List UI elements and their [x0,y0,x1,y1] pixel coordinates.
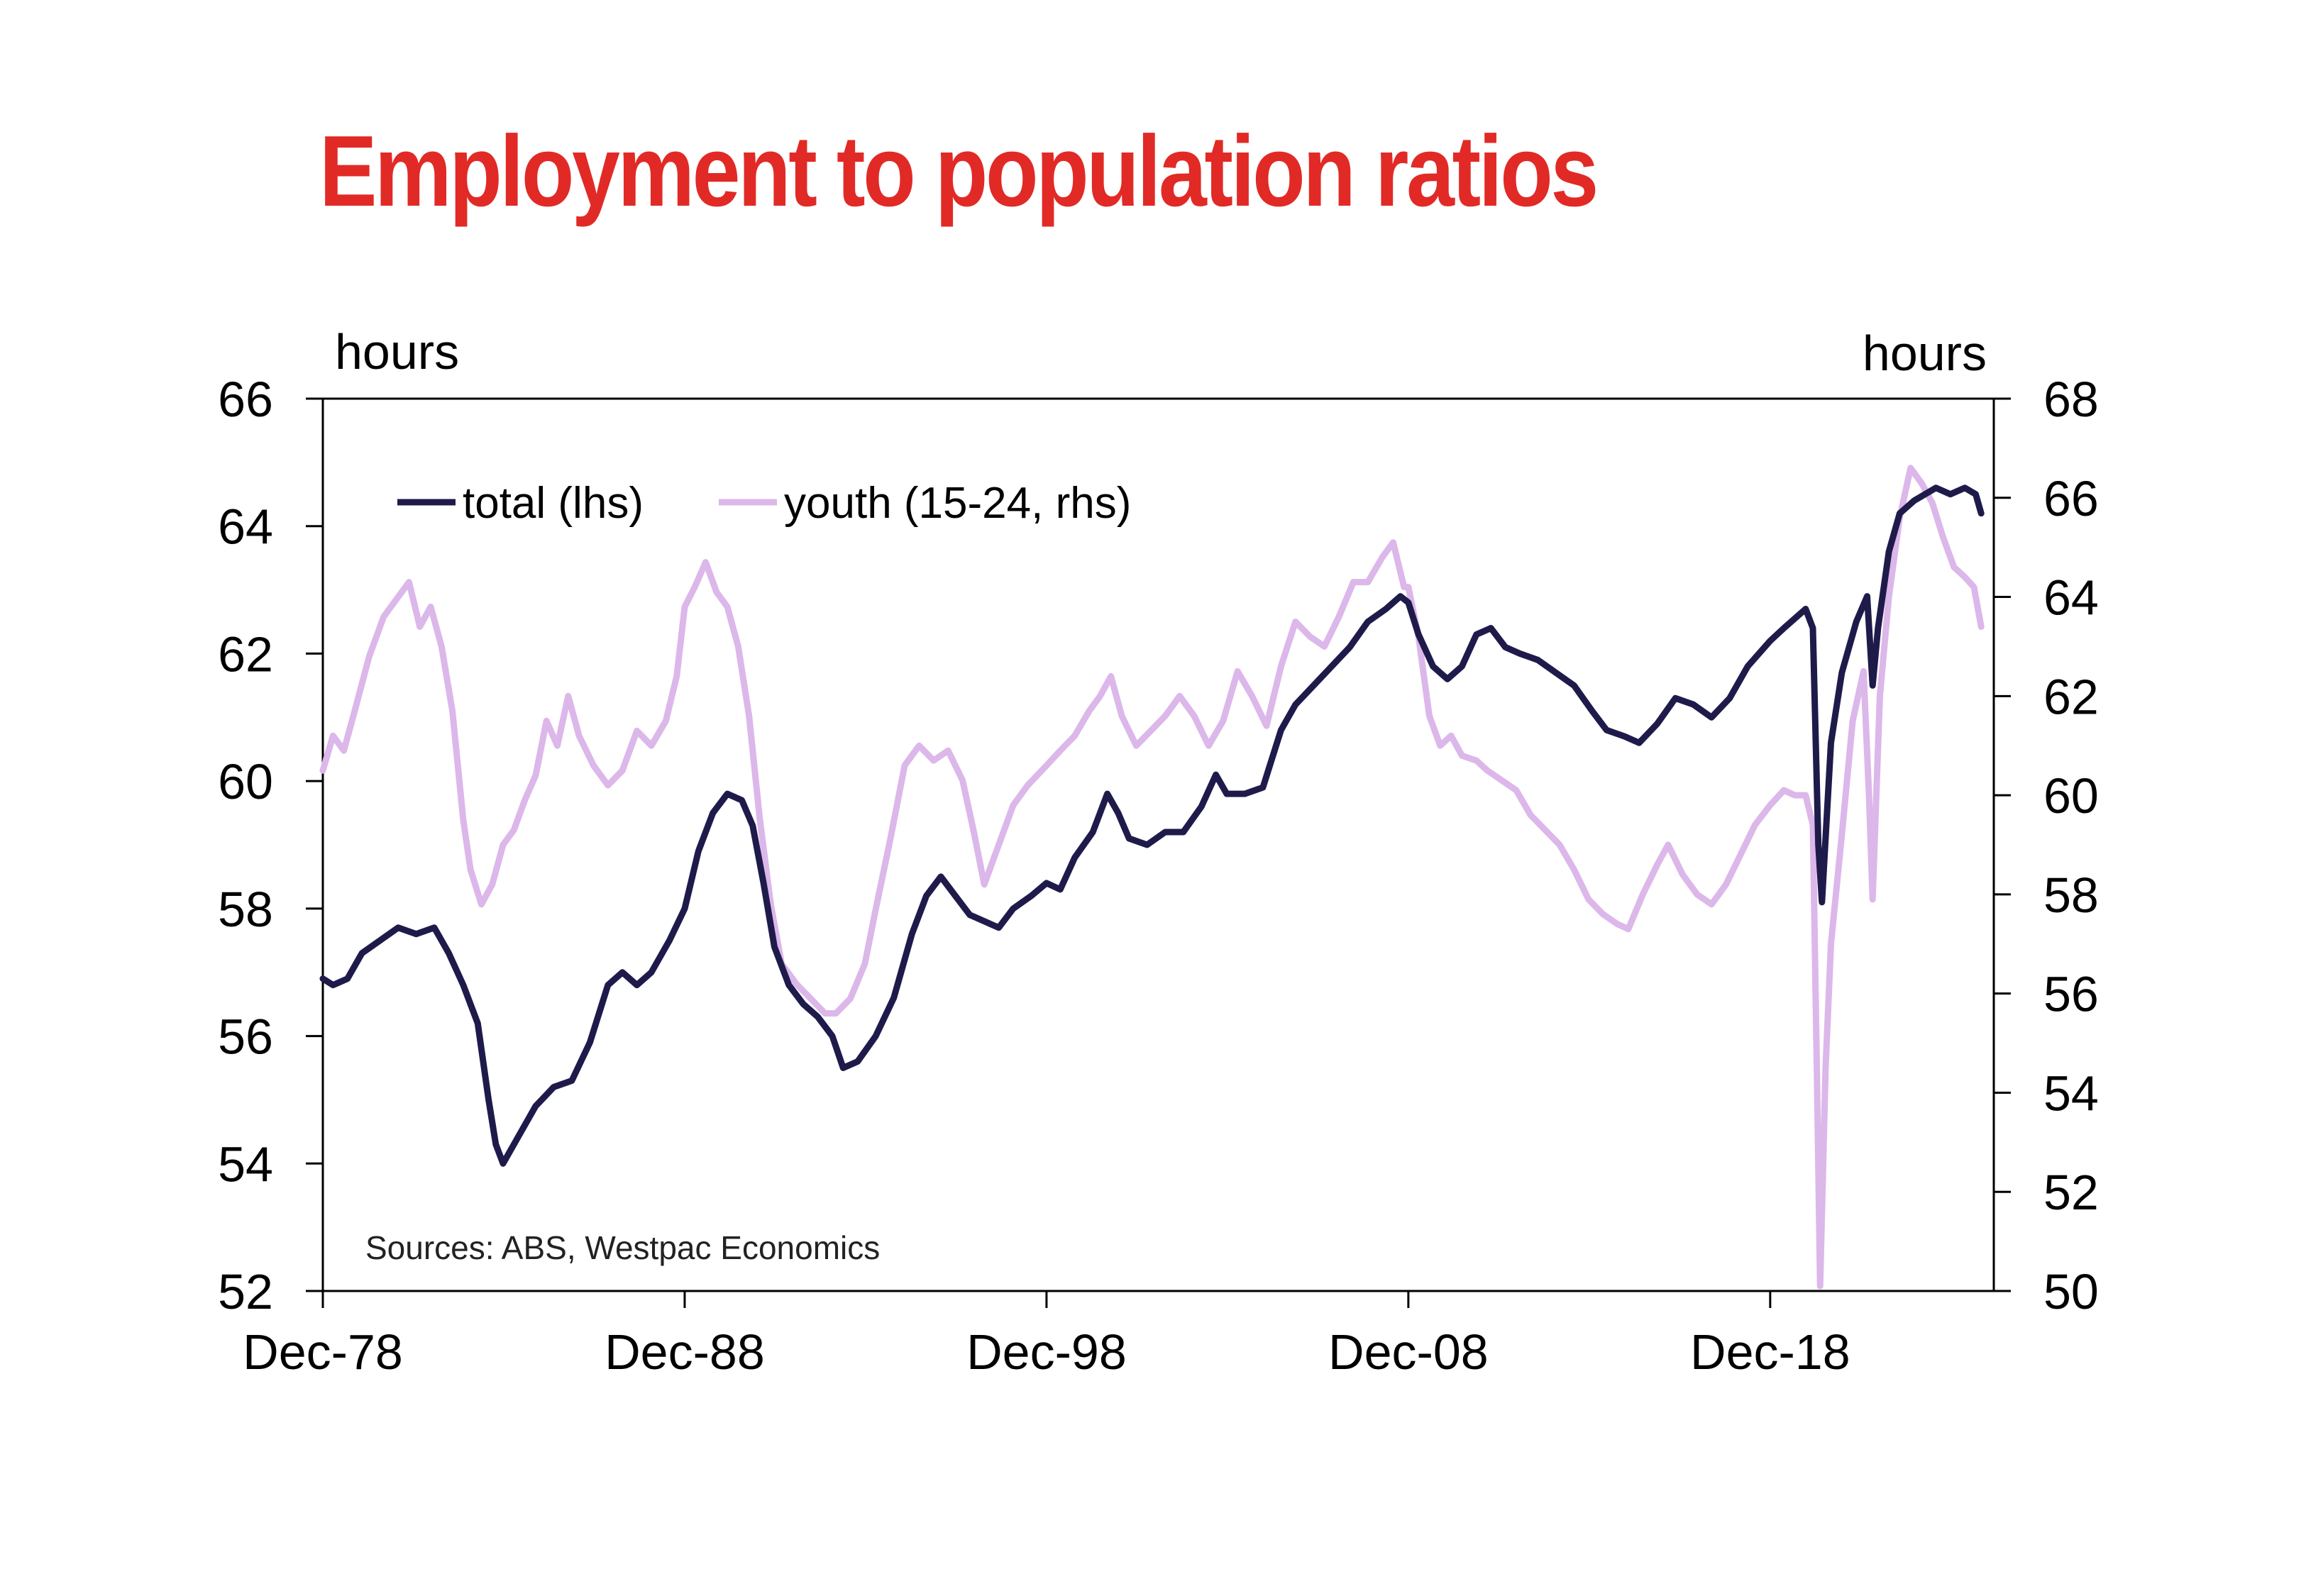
axes: 52 54 56 58 60 62 64 66 50 52 54 56 58 60 62 64 66 68 Dec-… [218,372,2099,1380]
y-right-tick-label: 56 [2043,967,2099,1022]
chart-title: Employment to population ratios [319,115,1599,228]
series-line-total [319,484,1985,1167]
y-left-tick-label: 52 [218,1264,273,1319]
y-right-tick-label: 58 [2043,868,2099,923]
legend-label-youth: youth (15-24, rhs) [784,479,1131,528]
x-tick-label: Dec-08 [1328,1324,1489,1380]
right-axis-unit: hours [1863,326,1987,381]
y-left-tick-label: 60 [218,754,273,809]
y-left-tick-label: 66 [218,372,273,427]
y-left-tick-label: 54 [218,1136,273,1192]
y-right-tick-label: 62 [2043,669,2099,724]
series-layer [319,465,1985,1290]
x-tick-label: Dec-78 [243,1324,403,1380]
y-left-tick-label: 56 [218,1009,273,1065]
left-axis-unit: hours [335,324,459,379]
series-line-youth [319,465,1985,1290]
y-right-tick-label: 68 [2043,372,2099,427]
y-right-tick-label: 64 [2043,570,2099,626]
y-right-tick-label: 50 [2043,1264,2099,1319]
y-left-tick-label: 58 [218,882,273,937]
y-right-tick-label: 54 [2043,1065,2099,1121]
source-note: Sources: ABS, Westpac Economics [365,1229,880,1266]
y-left-tick-label: 62 [218,626,273,682]
y-right-tick-label: 52 [2043,1165,2099,1220]
x-tick-label: Dec-88 [605,1324,765,1380]
legend: total (lhs) youth (15-24, rhs) [397,479,1131,528]
y-right-tick-label: 60 [2043,768,2099,824]
y-left-tick-label: 64 [218,499,273,555]
x-tick-label: Dec-98 [966,1324,1127,1380]
y-right-tick-label: 66 [2043,471,2099,526]
legend-label-total: total (lhs) [463,479,644,528]
x-tick-label: Dec-18 [1690,1324,1850,1380]
